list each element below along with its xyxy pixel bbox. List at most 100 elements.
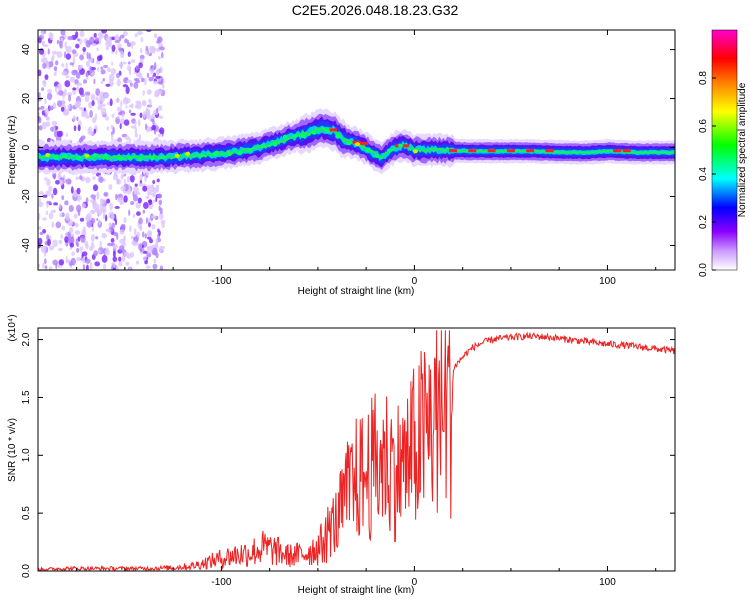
noise-speck [90, 67, 96, 71]
noise-speck [156, 40, 161, 44]
noise-speck [151, 192, 157, 198]
ridge-blob [324, 129, 330, 133]
colorbar: 0.0 0.2 0.4 0.6 0.8 Normalized spectral ampl… [698, 29, 748, 277]
noise-speck [125, 86, 130, 95]
noise-speck [67, 104, 71, 110]
noise-speck [146, 253, 152, 258]
noise-speck [91, 43, 97, 47]
noise-speck [142, 90, 145, 96]
noise-speck [47, 238, 51, 247]
noise-speck [61, 63, 65, 67]
noise-speck [69, 76, 76, 83]
noise-speck [128, 68, 132, 76]
noise-speck [86, 264, 89, 270]
noise-speck [75, 43, 80, 49]
noise-speck [61, 71, 68, 76]
noise-speck [161, 51, 164, 59]
y-tick-label: 2.0 [21, 332, 32, 346]
noise-speck [122, 84, 128, 88]
ridge-blob [53, 155, 59, 160]
noise-speck [60, 30, 66, 36]
noise-speck [39, 231, 44, 236]
noise-speck [76, 242, 79, 248]
noise-speck [97, 32, 104, 37]
noise-speck [111, 133, 114, 141]
hot-spot [622, 149, 631, 153]
noise-speck [85, 176, 91, 184]
snr-scale-note: (x10⁴) [7, 314, 18, 341]
ridge-blob [127, 156, 133, 161]
noise-speck [47, 61, 54, 68]
ridge-blob [311, 130, 317, 135]
snr-frame [37, 327, 676, 572]
noise-speck [51, 221, 55, 228]
noise-speck [40, 105, 45, 110]
noise-speck [150, 186, 155, 192]
noise-speck [116, 78, 121, 87]
noise-speck [59, 179, 64, 186]
noise-speck [96, 218, 99, 221]
noise-speck [55, 180, 61, 185]
noise-speck [149, 238, 153, 244]
noise-speck [99, 240, 102, 249]
noise-speck [138, 217, 143, 225]
hot-spot [613, 149, 622, 153]
noise-speck [143, 202, 149, 209]
ridge-blob [335, 134, 341, 139]
noise-speck [145, 196, 150, 199]
noise-speck [72, 115, 77, 122]
noise-speck [105, 228, 111, 233]
noise-speck [125, 261, 130, 266]
noise-speck [157, 105, 163, 111]
noise-speck [158, 46, 165, 51]
snr-ylabel: SNR (10 * v/v) [7, 418, 18, 482]
noise-speck [85, 60, 91, 68]
noise-speck [100, 107, 107, 116]
noise-speck [134, 33, 138, 38]
noise-speck [114, 206, 120, 209]
noise-speck [120, 34, 125, 39]
noise-speck [38, 69, 42, 77]
noise-speck [100, 209, 107, 213]
ridge-blob [45, 153, 51, 157]
noise-speck [99, 91, 105, 99]
noise-speck [153, 258, 157, 264]
noise-speck [126, 176, 130, 183]
noise-speck [130, 112, 136, 116]
noise-speck [112, 126, 115, 135]
noise-speck [41, 40, 46, 45]
noise-speck [151, 124, 156, 131]
colorbar-tick-label: 0.8 [698, 71, 709, 85]
ridge-blob [237, 151, 243, 156]
noise-speck [103, 178, 106, 182]
noise-speck [71, 251, 75, 256]
noise-speck [148, 199, 153, 206]
noise-speck [96, 47, 99, 52]
noise-speck [129, 175, 135, 183]
noise-speck [80, 235, 86, 243]
noise-speck [73, 125, 77, 132]
noise-speck [76, 38, 81, 42]
noise-speck [155, 75, 161, 79]
noise-speck [53, 66, 58, 71]
noise-speck [48, 105, 54, 111]
noise-speck [154, 61, 157, 70]
noise-speck [105, 116, 109, 121]
ridge-blob [185, 151, 191, 156]
noise-speck [133, 194, 138, 202]
noise-speck [40, 245, 47, 249]
noise-speck [161, 84, 165, 89]
noise-speck [135, 100, 141, 105]
noise-speck [76, 82, 83, 87]
noise-speck [156, 107, 159, 113]
noise-speck [62, 110, 69, 116]
noise-speck [150, 46, 156, 54]
ridge-blob [282, 134, 288, 139]
noise-speck [93, 33, 97, 38]
noise-speck [123, 195, 128, 203]
noise-speck [53, 125, 56, 132]
x-tick-label: 0 [412, 577, 418, 588]
ridge-blob [386, 148, 392, 153]
noise-speck [140, 47, 143, 54]
y-tick-label: 0.5 [21, 506, 32, 520]
